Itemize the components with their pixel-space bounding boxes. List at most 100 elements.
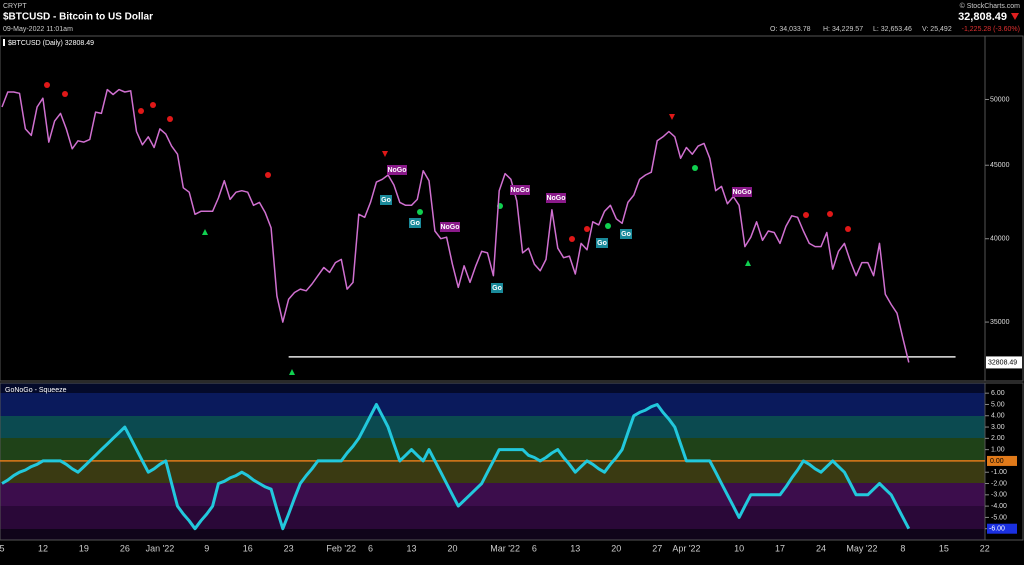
y-tick-label: -5.00 bbox=[991, 514, 1007, 521]
red-triangle bbox=[382, 151, 388, 157]
y-tick-label: 4.00 bbox=[991, 413, 1005, 420]
red-dot bbox=[569, 236, 575, 242]
red-dot bbox=[138, 108, 144, 114]
x-tick-label: 5 bbox=[0, 543, 5, 553]
low: L: 32,653.46 bbox=[873, 26, 912, 33]
signal-box bbox=[510, 185, 530, 195]
green-triangle bbox=[745, 260, 751, 266]
green-dot bbox=[417, 209, 423, 215]
y-tick-label: 40000 bbox=[990, 236, 1010, 243]
last-value-label: 32808.49 bbox=[988, 359, 1017, 366]
current-label: -6.00 bbox=[989, 526, 1005, 533]
y-tick-label: 45000 bbox=[990, 162, 1010, 169]
x-tick-label: Apr '22 bbox=[672, 543, 700, 553]
x-tick-label: 8 bbox=[900, 543, 905, 553]
x-tick-label: May '22 bbox=[846, 543, 877, 553]
last-price: 32,808.49 bbox=[958, 11, 1007, 23]
y-tick-label: -3.00 bbox=[991, 492, 1007, 499]
y-tick-label: 2.00 bbox=[991, 435, 1005, 442]
x-tick-label: 19 bbox=[79, 543, 89, 553]
signal-box bbox=[546, 193, 566, 203]
band bbox=[0, 393, 985, 416]
red-triangle bbox=[669, 114, 675, 120]
red-dot bbox=[584, 226, 590, 232]
band bbox=[0, 506, 985, 529]
signal-label: Go bbox=[492, 285, 502, 292]
y-tick-label: -1.00 bbox=[991, 469, 1007, 476]
last-value-box bbox=[986, 356, 1022, 369]
band bbox=[0, 438, 985, 461]
red-dot bbox=[265, 172, 271, 178]
signal-label: Go bbox=[381, 197, 391, 204]
squeeze-frame bbox=[0, 382, 1024, 541]
x-tick-label: 6 bbox=[532, 543, 537, 553]
band bbox=[0, 461, 985, 483]
x-tick-label: 20 bbox=[611, 543, 621, 553]
y-tick-label: 35000 bbox=[990, 319, 1010, 326]
red-dot bbox=[44, 82, 50, 88]
data-line bbox=[1, 88, 910, 363]
signal-label: Go bbox=[621, 231, 631, 238]
signal-dots bbox=[44, 82, 851, 375]
squeeze-bands bbox=[0, 383, 985, 540]
signal-box bbox=[596, 238, 608, 248]
green-dot bbox=[692, 165, 698, 171]
price-title: $BTCUSD (Daily) 32808.49 bbox=[8, 40, 94, 47]
x-tick-label: 23 bbox=[284, 543, 294, 553]
green-triangle bbox=[202, 229, 208, 235]
green-triangle bbox=[289, 369, 295, 375]
red-dot bbox=[167, 116, 173, 122]
x-tick-label: 10 bbox=[734, 543, 744, 553]
green-dot bbox=[605, 223, 611, 229]
legend-swatch bbox=[3, 39, 5, 46]
signal-box bbox=[387, 165, 407, 175]
signal-label: Go bbox=[410, 220, 420, 227]
band bbox=[0, 383, 985, 393]
high: H: 34,229.57 bbox=[823, 26, 863, 33]
x-tick-label: 20 bbox=[447, 543, 457, 553]
y-tick-label: 5.00 bbox=[991, 401, 1005, 408]
date: 09-May-2022 11:01am bbox=[3, 26, 73, 33]
signal-label: NoGo bbox=[546, 195, 565, 202]
y-tick-label: 50000 bbox=[990, 96, 1010, 103]
symbol-title: $BTCUSD - Bitcoin to US Dollar bbox=[3, 12, 153, 23]
band bbox=[0, 529, 985, 540]
signal-box bbox=[491, 283, 503, 293]
x-tick-label: 13 bbox=[406, 543, 416, 553]
signal-box bbox=[440, 222, 460, 232]
red-dot bbox=[803, 212, 809, 218]
x-tick-label: 26 bbox=[120, 543, 130, 553]
y-tick-label: 3.00 bbox=[991, 424, 1005, 431]
x-tick-label: 15 bbox=[939, 543, 949, 553]
signal-label: Go bbox=[597, 240, 607, 247]
y-tick-label: -4.00 bbox=[991, 503, 1007, 510]
x-tick-label: 24 bbox=[816, 543, 826, 553]
y-tick-label: 1.00 bbox=[991, 446, 1005, 453]
open: O: 34,033.78 bbox=[770, 26, 811, 33]
signal-box bbox=[732, 187, 752, 197]
x-tick-label: Feb '22 bbox=[326, 543, 356, 553]
red-dot bbox=[150, 102, 156, 108]
signal-label: NoGo bbox=[510, 187, 529, 194]
current-box bbox=[987, 523, 1017, 534]
y-tick-label: -2.00 bbox=[991, 480, 1007, 487]
zero-box bbox=[987, 455, 1017, 466]
x-tick-label: 9 bbox=[204, 543, 209, 553]
x-tick-label: 6 bbox=[368, 543, 373, 553]
exchange: CRYPT bbox=[3, 3, 27, 10]
band bbox=[0, 416, 985, 438]
band bbox=[0, 483, 985, 506]
volume: V: 25,492 bbox=[922, 26, 952, 33]
x-tick-label: 22 bbox=[980, 543, 990, 553]
x-tick-label: 27 bbox=[652, 543, 662, 553]
x-tick-label: Mar '22 bbox=[490, 543, 520, 553]
x-tick-label: Jan '22 bbox=[146, 543, 175, 553]
x-tick-label: 17 bbox=[775, 543, 785, 553]
x-tick-label: 16 bbox=[243, 543, 253, 553]
red-dot bbox=[62, 91, 68, 97]
price-frame bbox=[0, 35, 1024, 382]
signal-label: NoGo bbox=[732, 189, 751, 196]
data-line bbox=[1, 403, 911, 531]
down-arrow bbox=[1011, 13, 1019, 20]
